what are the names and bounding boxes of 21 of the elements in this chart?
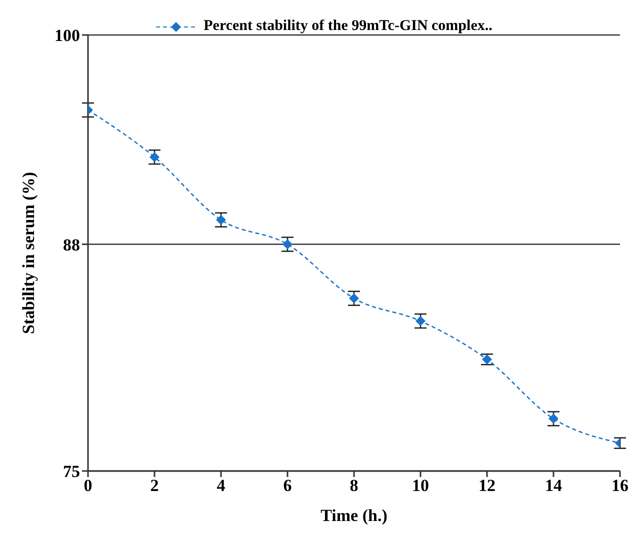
x-tick-label: 4 <box>216 476 226 496</box>
x-tick-label: 2 <box>150 476 159 496</box>
y-axis-title: Stability in serum (%) <box>19 172 38 334</box>
y-tick-label: 100 <box>54 26 80 46</box>
point <box>216 214 226 225</box>
x-tick-label: 14 <box>545 476 562 496</box>
y-tick-label: 88 <box>63 235 80 254</box>
point <box>282 239 292 250</box>
x-tick-label: 16 <box>612 476 628 496</box>
x-tick-label: 8 <box>350 476 358 496</box>
x-tick-label: 12 <box>478 476 496 496</box>
x-axis-title: Time (h.) <box>320 506 388 525</box>
y-tick-label: 75 <box>63 462 80 482</box>
point <box>416 316 426 326</box>
x-tick-label: 6 <box>283 476 292 496</box>
x-tick-label: 0 <box>84 476 92 496</box>
point <box>150 152 160 162</box>
x-tick-label: 10 <box>412 476 429 496</box>
legend-label: Percent stability of the 99mTc-GIN complex.. <box>204 18 492 35</box>
point <box>548 414 558 424</box>
point <box>349 293 359 304</box>
